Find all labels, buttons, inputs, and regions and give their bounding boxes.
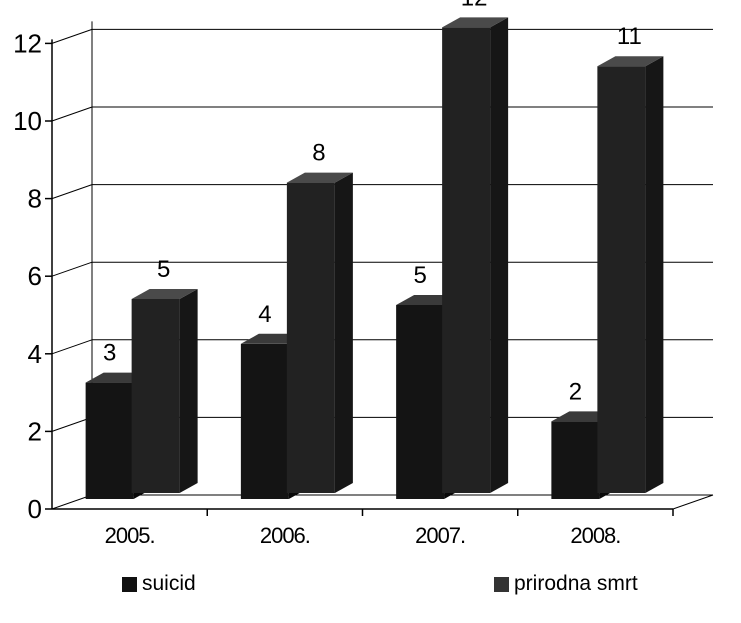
x-tick-label: 2007.: [415, 523, 465, 548]
legend-item-prirodna-smrt: prirodna smrt: [494, 572, 638, 596]
y-tick-label: 0: [28, 494, 42, 524]
data-label-prirodna-smrt: 8: [312, 140, 325, 167]
bar-suicid-2007-front: [396, 305, 445, 499]
data-label-suicid: 5: [413, 262, 426, 289]
bar-prirodna-smrt-2008-front: [597, 66, 646, 493]
gridline-side: [51, 28, 93, 44]
data-label-prirodna-smrt: 11: [617, 23, 642, 50]
bar-prirodna-smrt-2006-front: [286, 182, 335, 493]
gridline-side: [51, 261, 93, 277]
data-label-suicid: 2: [569, 378, 582, 405]
data-label-suicid: 4: [258, 301, 271, 328]
bar-prirodna-smrt-2008-top: [597, 56, 664, 67]
y-tick-label: 8: [28, 184, 42, 214]
floor-right-edge: [672, 494, 714, 510]
bar-prirodna-smrt-2008-side: [645, 56, 664, 493]
bar-prirodna-smrt-2005: [131, 289, 198, 493]
bar-prirodna-smrt-2005-side: [179, 289, 198, 493]
labels: 0 2 4 6 8 10 12 2005. 3 5 2006. 4 8 2007. 5 12 2008. 2 11: [13, 0, 642, 548]
y-tick-label: 10: [13, 106, 42, 136]
bar-prirodna-smrt-2007-top: [442, 17, 509, 28]
bar-suicid-2006-front: [240, 343, 289, 499]
gridline-side: [51, 106, 93, 122]
bar-prirodna-smrt-2007-side: [490, 17, 509, 494]
gridline-side: [51, 184, 93, 200]
data-label-prirodna-smrt: 12: [461, 0, 488, 11]
bar-prirodna-smrt-2007: [442, 17, 509, 494]
gridline-side: [51, 339, 93, 355]
bar-prirodna-smrt-2006-top: [286, 172, 353, 183]
y-tick-label: 2: [28, 416, 42, 446]
gridline-side: [51, 494, 93, 510]
y-tick-label: 6: [28, 261, 42, 291]
data-label-prirodna-smrt: 5: [157, 256, 170, 283]
x-tick-label: 2008.: [570, 523, 620, 548]
bar-prirodna-smrt-2006-side: [334, 172, 353, 493]
data-label-suicid: 3: [103, 340, 116, 367]
legend-item-suicid: suicid: [122, 572, 196, 596]
legend-label-prirodna-smrt: prirodna smrt: [514, 572, 638, 595]
bars: [85, 17, 664, 499]
legend-swatch-prirodna-smrt: [494, 576, 509, 592]
legend-swatch-suicid: [122, 576, 137, 592]
x-tick-label: 2006.: [260, 523, 310, 548]
y-tick-label: 4: [28, 339, 42, 369]
legend-label-suicid: suicid: [142, 572, 196, 595]
y-tick-label: 12: [13, 28, 42, 58]
x-tick-label: 2005.: [105, 523, 155, 548]
bar-prirodna-smrt-2006: [286, 172, 353, 493]
bar-suicid-2005-front: [85, 382, 134, 499]
bar-suicid-2008-front: [551, 421, 600, 499]
gridline-side: [51, 416, 93, 432]
bar-prirodna-smrt-2007-front: [442, 27, 491, 494]
bar-prirodna-smrt-2008: [597, 56, 664, 493]
bar-prirodna-smrt-2005-front: [131, 299, 180, 493]
bar-prirodna-smrt-2005-top: [131, 289, 198, 299]
